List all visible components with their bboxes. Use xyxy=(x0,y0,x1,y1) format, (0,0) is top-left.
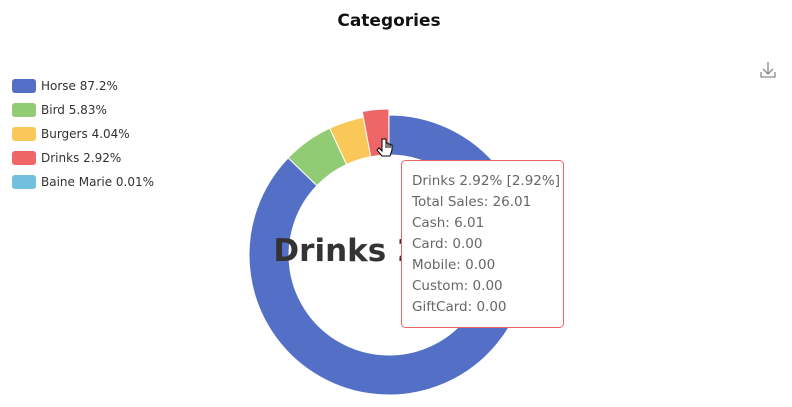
legend-item[interactable]: Bird 5.83% xyxy=(12,103,107,118)
legend-swatch xyxy=(12,175,36,189)
legend-category: Drinks xyxy=(41,151,79,165)
tooltip-line: Cash: 6.01 xyxy=(412,215,484,231)
legend-swatch xyxy=(12,103,36,117)
tooltip: Drinks 2.92% [2.92%] Total Sales: 26.01 Ca… xyxy=(401,160,564,328)
legend-item[interactable]: Burgers 4.04% xyxy=(12,127,130,142)
legend-item[interactable]: Drinks 2.92% xyxy=(12,151,121,166)
tooltip-line: Drinks 2.92% [2.92%] xyxy=(412,173,560,189)
tooltip-line: Card: 0.00 xyxy=(412,236,482,252)
tooltip-line: Mobile: 0.00 xyxy=(412,257,495,273)
legend-swatch xyxy=(12,79,36,93)
legend-label: Horse 87.2% xyxy=(41,79,118,93)
legend-label: Drinks 2.92% xyxy=(41,151,121,165)
legend-swatch xyxy=(12,127,36,141)
legend-value: 0.01% xyxy=(116,175,154,189)
tooltip-line: Total Sales: 26.01 xyxy=(411,194,531,210)
cursor xyxy=(376,138,393,157)
legend-label: Burgers 4.04% xyxy=(41,127,130,141)
legend-label: Baine Marie 0.01% xyxy=(41,175,154,189)
tooltip-line: GiftCard: 0.00 xyxy=(412,299,507,315)
legend-item[interactable]: Baine Marie 0.01% xyxy=(12,175,154,190)
chart-title: Categories xyxy=(337,11,440,31)
download-button[interactable] xyxy=(760,62,776,78)
legend-value: 5.83% xyxy=(69,103,107,117)
legend-category: Horse xyxy=(41,79,76,93)
download-icon xyxy=(760,62,776,78)
legend-swatch xyxy=(12,151,36,165)
legend-value: 87.2% xyxy=(80,79,118,93)
tooltip-line: Custom: 0.00 xyxy=(412,278,503,294)
tooltip-box xyxy=(401,160,564,328)
legend-item[interactable]: Horse 87.2% xyxy=(12,79,118,94)
legend-category: Burgers xyxy=(41,127,88,141)
legend-label: Bird 5.83% xyxy=(41,103,107,117)
legend-value: 4.04% xyxy=(92,127,130,141)
legend-category: Baine Marie xyxy=(41,175,112,189)
center-category: Drinks xyxy=(273,233,386,269)
legend-category: Bird xyxy=(41,103,65,117)
legend-value: 2.92% xyxy=(83,151,121,165)
